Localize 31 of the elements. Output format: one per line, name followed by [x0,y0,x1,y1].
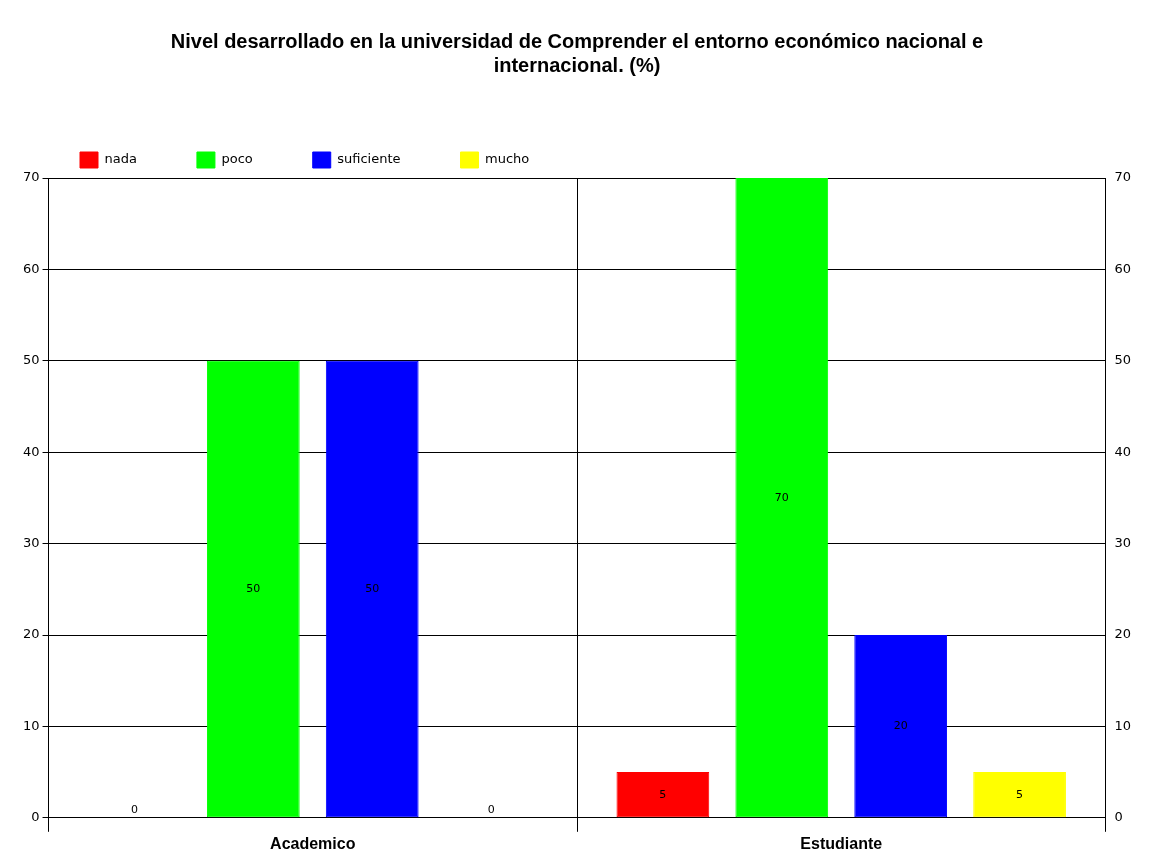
y2-tick-label: 10 [1114,717,1131,733]
x-tick-label: Estudiante [800,834,883,852]
legend-label: mucho [485,151,530,167]
data-label: 5 [659,787,667,801]
y2-tick-label: 60 [1114,260,1131,276]
chart-title: Nivel desarrollado en la universidad de Comprender el entorno económico nacional e internacional. (%) [170,29,984,76]
legend-label: nada [104,151,137,167]
data-label: 70 [774,490,789,504]
y-tick-label: 20 [23,626,40,642]
x-tick-label: Academico [270,834,356,852]
y2-tick-label: 50 [1114,352,1131,368]
data-label: 20 [893,719,908,733]
y2-tick-label: 30 [1114,534,1131,550]
annotation: 0 [487,802,495,816]
y-tick-label: 70 [23,169,40,185]
y-tick-label: 0 [31,809,40,825]
y2-tick-label: 70 [1114,169,1131,185]
y-tick-label: 40 [23,443,40,459]
y2-tick-label: 40 [1114,443,1131,459]
y-tick-label: 60 [23,260,40,276]
data-label: 50 [365,581,380,595]
y-tick-label: 50 [23,352,40,368]
legend-label: suficiente [337,151,401,167]
legend-label: poco [221,151,253,167]
data-label: 50 [246,581,261,595]
annotation: 0 [130,802,138,816]
y2-tick-label: 0 [1114,809,1123,825]
y-tick-label: 30 [23,534,40,550]
data-label: 5 [1016,787,1024,801]
y-tick-label: 10 [23,717,40,733]
y2-tick-label: 20 [1114,626,1131,642]
